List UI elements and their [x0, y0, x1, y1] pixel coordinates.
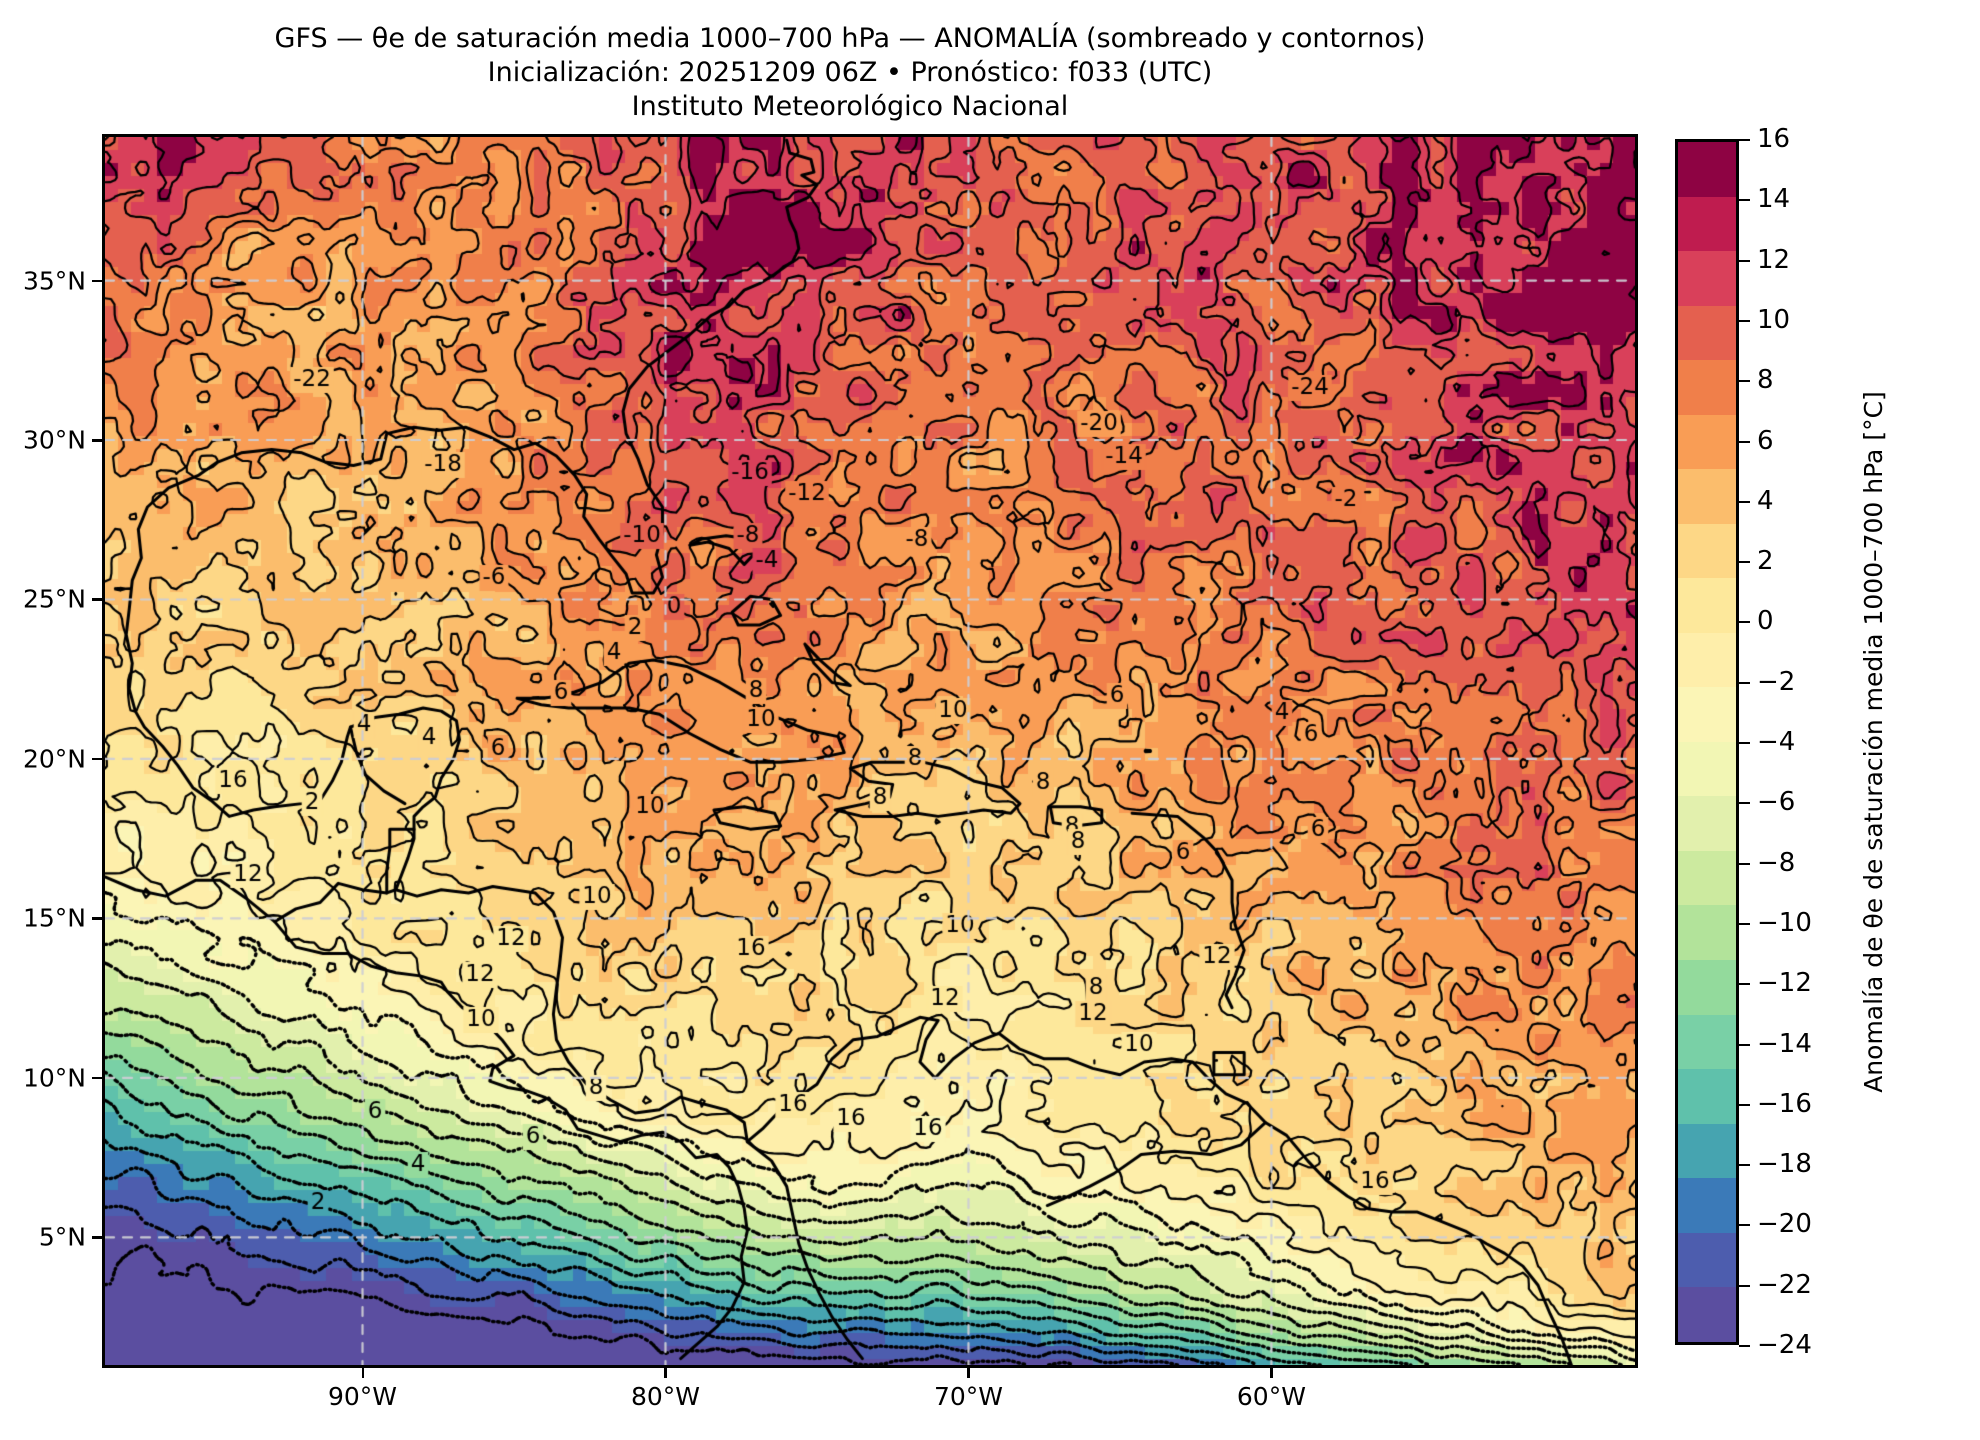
title-block: GFS — θe de saturación media 1000–700 hP… [0, 22, 1700, 124]
colorbar-band [1678, 196, 1736, 252]
longitude-tick-label: 90°W [328, 1382, 398, 1411]
longitude-tickmark [664, 1368, 667, 1378]
longitude-tick-label: 80°W [630, 1382, 700, 1411]
colorbar-title: Anomalía de θe de saturación media 1000–… [1859, 391, 1888, 1093]
colorbar-tick-label: 14 [1757, 184, 1791, 215]
longitude-tickmark [1270, 1368, 1273, 1378]
latitude-tick-label: 10°N [22, 1063, 86, 1093]
colorbar-tickmark [1739, 922, 1750, 925]
colorbar-band [1678, 850, 1736, 906]
latitude-tick-label: 30°N [22, 425, 86, 455]
colorbar-tick-label: 8 [1757, 365, 1774, 396]
colorbar-tick-label: −16 [1757, 1088, 1812, 1119]
colorbar-band [1678, 142, 1736, 197]
chart-title: GFS — θe de saturación media 1000–700 hP… [274, 23, 1426, 54]
latitude-tickmark [92, 279, 102, 283]
colorbar-group[interactable]: 16 14 12 10 8 6 4 2 0 −2 −4 −6 −8 −10 −12 −14 −16 −18 −20 −… [1675, 124, 1812, 1360]
colorbar-tickmark [1739, 1345, 1750, 1347]
colorbar-tickmark [1739, 1103, 1750, 1106]
longitude-tick-label: 60°W [1236, 1382, 1306, 1411]
colorbar-band [1678, 1178, 1736, 1233]
colorbar-tick-label: −2 [1757, 666, 1796, 697]
colorbar-tickmark [1739, 1224, 1750, 1227]
colorbar-tickmark [1739, 1043, 1750, 1046]
colorbar-tickmark [1739, 983, 1750, 986]
colorbar-tick-label: −18 [1757, 1149, 1812, 1180]
anomaly-field-canvas [105, 137, 1635, 1365]
colorbar-tick-label: −12 [1757, 968, 1812, 999]
colorbar-band [1678, 1069, 1736, 1124]
colorbar-band [1678, 305, 1736, 361]
colorbar-band [1678, 1287, 1736, 1342]
colorbar-tick-label: 4 [1757, 485, 1774, 516]
colorbar-tick-label: −4 [1757, 727, 1796, 757]
colorbar-tickmark [1739, 1284, 1750, 1287]
colorbar-tick-label: 12 [1757, 244, 1791, 275]
colorbar-tick-label: −22 [1757, 1269, 1812, 1300]
colorbar-tick-label: −6 [1757, 787, 1796, 818]
longitude-tick-label: 70°W [933, 1382, 1003, 1411]
latitude-tickmark [92, 917, 102, 920]
colorbar-band [1678, 687, 1736, 742]
colorbar-tick-label: 10 [1757, 304, 1791, 335]
colorbar-tickmark [1739, 380, 1750, 383]
latitude-tick-label: 20°N [22, 744, 86, 774]
colorbar-tickmark [1739, 139, 1750, 141]
colorbar-tickmark [1739, 802, 1750, 805]
colorbar-tickmark [1739, 199, 1750, 202]
colorbar-tick-label: −20 [1757, 1209, 1812, 1240]
colorbar-tick-label: 0 [1757, 606, 1774, 637]
colorbar-band [1678, 1232, 1736, 1288]
latitude-tickmark [92, 439, 102, 442]
colorbar-tickmark [1739, 621, 1750, 624]
colorbar [1675, 139, 1739, 1345]
chart-subtitle: Inicialización: 20251209 06Z • Pronóstic… [487, 57, 1213, 88]
colorbar-band [1678, 523, 1736, 579]
colorbar-band [1678, 741, 1736, 797]
colorbar-band [1678, 360, 1736, 415]
colorbar-band [1678, 578, 1736, 633]
colorbar-tick-label: 6 [1757, 425, 1774, 456]
colorbar-tickmark [1739, 440, 1750, 443]
colorbar-band [1678, 1014, 1736, 1070]
colorbar-band [1678, 632, 1736, 688]
colorbar-tickmark [1739, 742, 1750, 744]
colorbar-band [1678, 414, 1736, 470]
map-plot-area[interactable] [102, 134, 1638, 1368]
colorbar-band [1678, 796, 1736, 851]
latitude-tick-label: 35°N [22, 266, 86, 296]
colorbar-band [1678, 905, 1736, 960]
latitude-tick-label: 5°N [38, 1222, 86, 1252]
chart-source: Instituto Meteorológico Nacional [631, 91, 1069, 122]
colorbar-band [1678, 1123, 1736, 1179]
colorbar-tick-label: 16 [1757, 124, 1791, 154]
colorbar-band [1678, 959, 1736, 1015]
colorbar-tickmark [1739, 500, 1750, 503]
colorbar-tick-label: −8 [1757, 847, 1796, 878]
latitude-tickmark [92, 1236, 102, 1239]
colorbar-tick-label: 2 [1757, 546, 1774, 577]
latitude-tick-label: 15°N [22, 903, 86, 933]
colorbar-tickmark [1739, 681, 1750, 684]
latitude-tickmark [92, 1076, 102, 1080]
latitude-tickmark [92, 757, 102, 761]
colorbar-tickmark [1739, 319, 1750, 322]
colorbar-tickmark [1739, 862, 1750, 865]
colorbar-band [1678, 469, 1736, 524]
colorbar-tickmark [1739, 561, 1750, 564]
colorbar-tickmark [1739, 1164, 1750, 1167]
longitude-tickmark [967, 1368, 970, 1378]
colorbar-band [1678, 251, 1736, 306]
colorbar-tick-label: −10 [1757, 907, 1812, 938]
colorbar-tick-label: −14 [1757, 1028, 1812, 1059]
colorbar-tick-label: −24 [1757, 1330, 1812, 1360]
latitude-tick-label: 25°N [22, 584, 86, 614]
longitude-tickmark [361, 1368, 365, 1378]
colorbar-tickmark [1739, 259, 1750, 262]
latitude-tickmark [92, 598, 102, 601]
